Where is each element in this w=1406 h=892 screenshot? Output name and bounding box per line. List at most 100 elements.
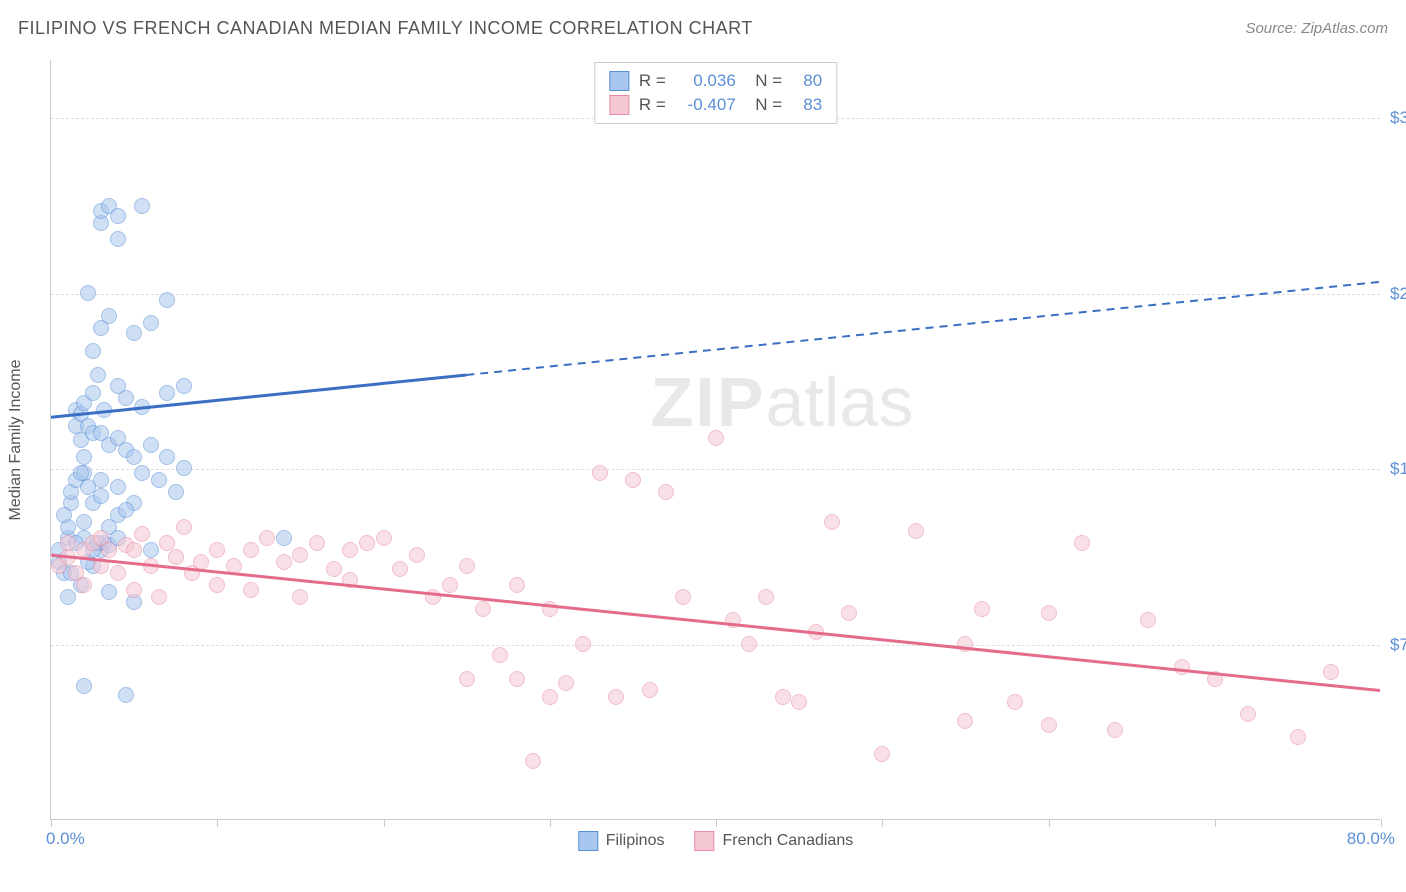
legend-label: Filipinos — [606, 832, 665, 850]
legend-swatch — [578, 831, 598, 851]
bottom-legend-item: Filipinos — [578, 831, 665, 851]
data-point — [126, 325, 142, 341]
data-point — [134, 198, 150, 214]
data-point — [326, 561, 342, 577]
data-point — [76, 577, 92, 593]
data-point — [425, 589, 441, 605]
data-point — [442, 577, 458, 593]
legend-swatch — [694, 831, 714, 851]
data-point — [542, 601, 558, 617]
stats-legend: R =0.036 N =80R =-0.407 N =83 — [594, 62, 837, 124]
data-point — [1107, 722, 1123, 738]
data-point — [625, 472, 641, 488]
x-tick — [1381, 819, 1382, 827]
data-point — [134, 465, 150, 481]
data-point — [758, 589, 774, 605]
data-point — [60, 549, 76, 565]
data-point — [101, 584, 117, 600]
data-point — [475, 601, 491, 617]
data-point — [1041, 717, 1057, 733]
data-point — [1323, 664, 1339, 680]
legend-swatch — [609, 95, 629, 115]
data-point — [1240, 706, 1256, 722]
data-point — [80, 479, 96, 495]
data-point — [376, 530, 392, 546]
data-point — [292, 547, 308, 563]
stat-r-label: R = — [639, 71, 666, 91]
trend-line-dashed — [466, 282, 1380, 375]
x-tick — [882, 819, 883, 827]
data-point — [509, 671, 525, 687]
data-point — [808, 624, 824, 640]
data-point — [243, 542, 259, 558]
data-point — [874, 746, 890, 762]
data-point — [151, 589, 167, 605]
data-point — [110, 565, 126, 581]
data-point — [974, 601, 990, 617]
data-point — [725, 612, 741, 628]
data-point — [110, 479, 126, 495]
stat-n-label: N = — [746, 95, 782, 115]
data-point — [1290, 729, 1306, 745]
data-point — [110, 208, 126, 224]
data-point — [159, 385, 175, 401]
data-point — [292, 589, 308, 605]
data-point — [176, 378, 192, 394]
data-point — [176, 519, 192, 535]
data-point — [392, 561, 408, 577]
data-point — [85, 385, 101, 401]
grid-line — [51, 469, 1380, 470]
chart-title: FILIPINO VS FRENCH CANADIAN MEDIAN FAMIL… — [18, 18, 753, 39]
watermark: ZIPatlas — [651, 362, 914, 442]
data-point — [143, 558, 159, 574]
data-point — [76, 514, 92, 530]
header-bar: FILIPINO VS FRENCH CANADIAN MEDIAN FAMIL… — [18, 18, 1388, 39]
data-point — [1007, 694, 1023, 710]
legend-swatch — [609, 71, 629, 91]
data-point — [908, 523, 924, 539]
data-point — [1041, 605, 1057, 621]
data-point — [80, 285, 96, 301]
data-point — [226, 558, 242, 574]
data-point — [209, 542, 225, 558]
stat-n-label: N = — [746, 71, 782, 91]
stat-r-value: -0.407 — [676, 95, 736, 115]
stat-r-label: R = — [639, 95, 666, 115]
bottom-legend-item: French Canadians — [694, 831, 853, 851]
data-point — [558, 675, 574, 691]
data-point — [409, 547, 425, 563]
data-point — [118, 390, 134, 406]
grid-line — [51, 645, 1380, 646]
data-point — [56, 507, 72, 523]
data-point — [459, 671, 475, 687]
data-point — [1174, 659, 1190, 675]
data-point — [90, 367, 106, 383]
stat-r-value: 0.036 — [676, 71, 736, 91]
data-point — [168, 549, 184, 565]
data-point — [1140, 612, 1156, 628]
legend-label: French Canadians — [722, 832, 853, 850]
data-point — [126, 542, 142, 558]
data-point — [741, 636, 757, 652]
data-point — [592, 465, 608, 481]
data-point — [824, 514, 840, 530]
data-point — [93, 488, 109, 504]
data-point — [209, 577, 225, 593]
data-point — [642, 682, 658, 698]
data-point — [309, 535, 325, 551]
data-point — [76, 678, 92, 694]
data-point — [675, 589, 691, 605]
data-point — [708, 430, 724, 446]
data-point — [126, 582, 142, 598]
stat-n-value: 80 — [792, 71, 822, 91]
data-point — [459, 558, 475, 574]
y-tick-label: $300,000 — [1390, 108, 1406, 128]
y-tick-label: $225,000 — [1390, 284, 1406, 304]
data-point — [151, 472, 167, 488]
data-point — [134, 399, 150, 415]
data-point — [359, 535, 375, 551]
data-point — [60, 535, 76, 551]
data-point — [957, 636, 973, 652]
data-point — [492, 647, 508, 663]
grid-line — [51, 294, 1380, 295]
